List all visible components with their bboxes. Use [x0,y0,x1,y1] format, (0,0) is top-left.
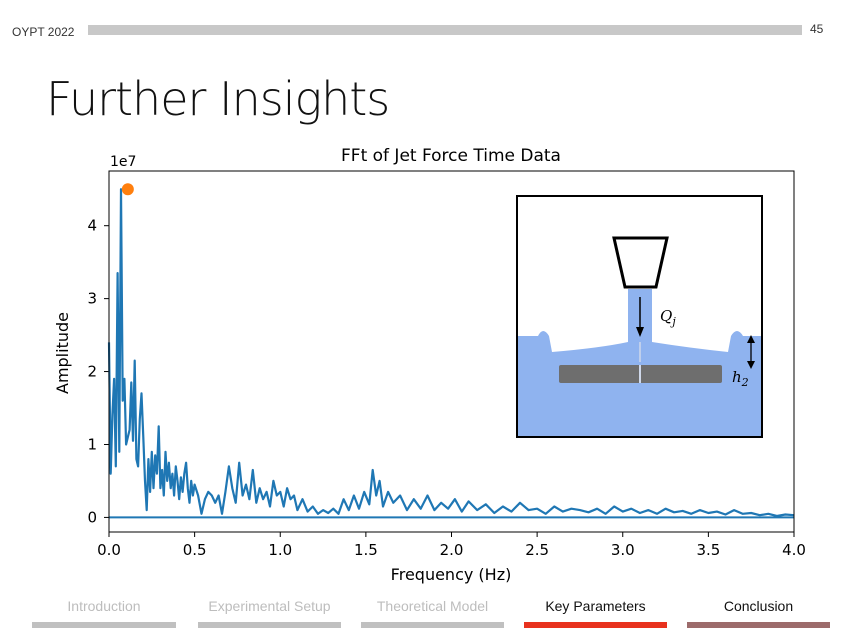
nozzle [612,236,669,289]
y-tick-label: 1 [87,435,97,453]
x-tick-label: 1.0 [268,541,292,559]
height-arrow-top [747,335,755,343]
plot-frame [108,170,795,533]
nav-item-conclusion[interactable]: Conclusion [723,598,794,614]
inset-label-qj: Qj [660,307,676,328]
x-tick-label: 0.0 [97,541,121,559]
nav-item-theoretical-model[interactable]: Theoretical Model [376,598,489,614]
y-tick-label: 0 [87,508,97,526]
x-tick-label: 2.0 [440,541,464,559]
nav-bar [687,622,830,628]
inset-diagram: Qj h2 [516,195,763,438]
y-tick-label: 2 [87,363,97,381]
nav-bar [198,622,341,628]
x-tick-label: 1.5 [354,541,378,559]
y-tick-label: 4 [87,217,97,235]
flow-arrow-head [636,327,644,337]
event-label: OYPT 2022 [12,25,75,39]
x-tick-label: 3.0 [611,541,635,559]
nav-item-key-parameters[interactable]: Key Parameters [545,598,646,614]
height-arrow-bottom [747,361,755,369]
x-tick-label: 0.5 [183,541,207,559]
fluid-body [518,289,761,436]
peak-marker [121,183,134,196]
y-multiplier: 1e7 [110,154,136,170]
x-tick-label: 2.5 [525,541,549,559]
nav-bar [32,622,176,628]
page-number: 45 [810,22,824,36]
chart-title: FFt of Jet Force Time Data [341,146,561,166]
nav-item-introduction[interactable]: Introduction [67,598,141,614]
header-bar [88,25,802,35]
nav-bar [361,622,504,628]
fft-chart: FFt of Jet Force Time Data 1e7 Amplitude… [53,146,806,584]
x-tick-label: 3.5 [696,541,720,559]
y-axis-label: Amplitude [53,312,72,394]
y-tick-label: 3 [87,290,97,308]
x-tick-label: 4.0 [782,541,806,559]
nav-bar [524,622,667,628]
x-axis-label: Frequency (Hz) [391,565,512,584]
nav-item-experimental-setup[interactable]: Experimental Setup [208,598,331,614]
slide-title: Further Insights [46,72,390,126]
series-line [107,188,795,518]
